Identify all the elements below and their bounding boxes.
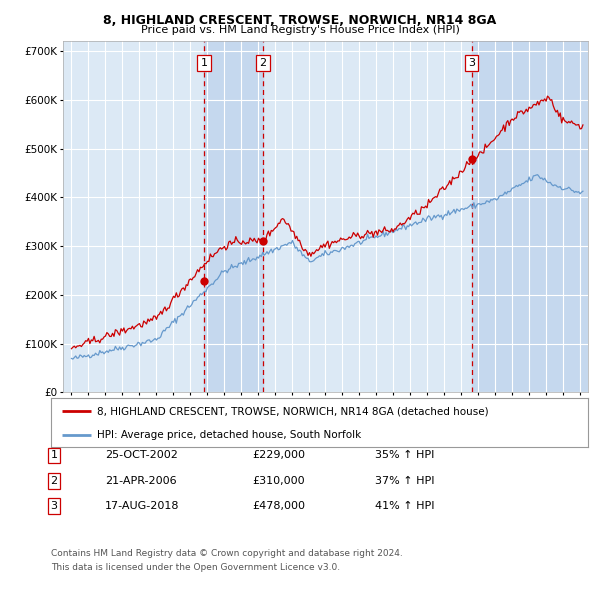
Text: 41% ↑ HPI: 41% ↑ HPI [375, 502, 434, 511]
Text: This data is licensed under the Open Government Licence v3.0.: This data is licensed under the Open Gov… [51, 563, 340, 572]
Text: 21-APR-2006: 21-APR-2006 [105, 476, 176, 486]
Text: 3: 3 [50, 502, 58, 511]
Text: £229,000: £229,000 [252, 451, 305, 460]
Text: £310,000: £310,000 [252, 476, 305, 486]
Text: 3: 3 [468, 58, 475, 68]
Text: 1: 1 [200, 58, 208, 68]
Text: 8, HIGHLAND CRESCENT, TROWSE, NORWICH, NR14 8GA (detached house): 8, HIGHLAND CRESCENT, TROWSE, NORWICH, N… [97, 407, 488, 417]
Text: 2: 2 [50, 476, 58, 486]
Text: HPI: Average price, detached house, South Norfolk: HPI: Average price, detached house, Sout… [97, 430, 361, 440]
Text: 17-AUG-2018: 17-AUG-2018 [105, 502, 179, 511]
Text: Price paid vs. HM Land Registry's House Price Index (HPI): Price paid vs. HM Land Registry's House … [140, 25, 460, 35]
Text: 8, HIGHLAND CRESCENT, TROWSE, NORWICH, NR14 8GA: 8, HIGHLAND CRESCENT, TROWSE, NORWICH, N… [103, 14, 497, 27]
Text: 1: 1 [50, 451, 58, 460]
Text: 37% ↑ HPI: 37% ↑ HPI [375, 476, 434, 486]
Text: 35% ↑ HPI: 35% ↑ HPI [375, 451, 434, 460]
Text: 25-OCT-2002: 25-OCT-2002 [105, 451, 178, 460]
Text: 2: 2 [259, 58, 266, 68]
Bar [204, 41, 263, 392]
Text: Contains HM Land Registry data © Crown copyright and database right 2024.: Contains HM Land Registry data © Crown c… [51, 549, 403, 558]
Bar [472, 41, 592, 392]
Text: £478,000: £478,000 [252, 502, 305, 511]
